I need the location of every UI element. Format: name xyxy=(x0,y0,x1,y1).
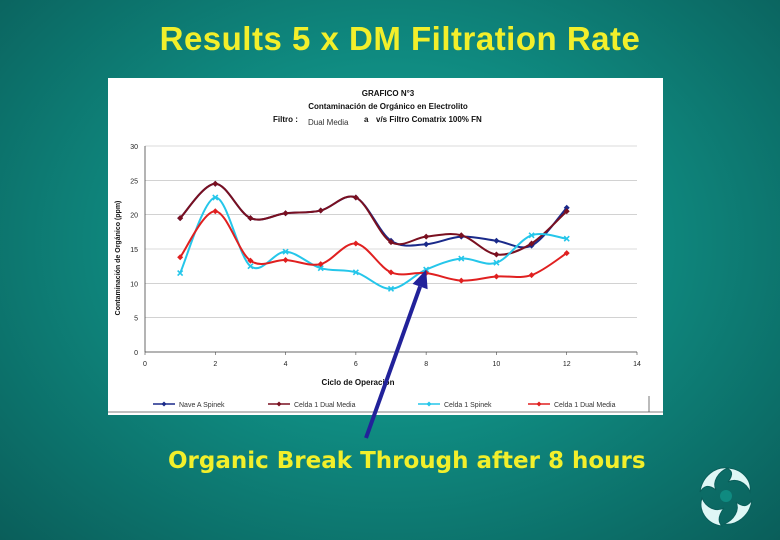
series-1-point-1 xyxy=(212,180,219,187)
y-tick-label-2: 10 xyxy=(130,281,138,288)
chart-title-line-3a: Filtro : xyxy=(273,115,298,124)
series-1-point-0 xyxy=(177,215,184,222)
series-1-point-9 xyxy=(493,251,500,258)
legend-marker-0 xyxy=(161,401,167,407)
legend-marker-1 xyxy=(276,401,282,407)
series-0-point-11 xyxy=(563,204,570,211)
organic-contamination-chart: GRAFICO N°3 Contaminación de Orgánico en… xyxy=(108,89,663,413)
legend-label-2: Celda 1 Spinek xyxy=(444,402,492,409)
x-tick-label-2: 4 xyxy=(284,361,288,368)
series-3-point-8 xyxy=(458,277,465,284)
series-line-3 xyxy=(179,210,568,282)
chart-panel: GRAFICO N°3 Contaminación de Orgánico en… xyxy=(108,78,663,415)
series-3-point-3 xyxy=(282,256,289,263)
series-line-1 xyxy=(179,182,568,256)
series-2-point-0 xyxy=(177,269,184,277)
series-line-0 xyxy=(179,182,568,249)
series-2-point-9 xyxy=(493,259,500,266)
series-3-point-11 xyxy=(563,250,570,257)
series-2-point-5 xyxy=(352,269,359,276)
grid-layer xyxy=(145,145,637,353)
x-tick-label-7: 14 xyxy=(633,361,641,368)
chart-title-line-1: GRAFICO N°3 xyxy=(362,89,415,98)
series-1-point-2 xyxy=(247,215,254,222)
series-3-point-5 xyxy=(352,240,359,247)
series-2-point-4 xyxy=(317,265,324,272)
break-through-caption: Organic Break Through after 8 hours xyxy=(168,448,646,474)
series-1-point-5 xyxy=(352,194,359,201)
legend-label-1: Celda 1 Dual Media xyxy=(294,402,356,409)
series-3-point-0 xyxy=(177,254,184,261)
series-2-point-10 xyxy=(528,232,535,239)
slide-title: Results 5 x DM Filtration Rate xyxy=(159,20,641,57)
y-tick-label-6: 30 xyxy=(130,144,138,151)
series-1-point-10 xyxy=(528,240,535,247)
series-0-point-9 xyxy=(493,237,500,244)
chart-title-line-3d: v/s Filtro Comatrix 100% FN xyxy=(376,115,482,124)
y-tick-label-5: 25 xyxy=(130,178,138,185)
y-tick-label-4: 20 xyxy=(130,213,138,220)
series-2-point-3 xyxy=(282,248,289,255)
series-3-point-6 xyxy=(388,269,394,276)
axis-layer: 0 5 10 15 20 25 30 0 2 4 6 8 10 12 14 xyxy=(130,144,641,368)
series-1-point-8 xyxy=(458,232,465,239)
y-axis-label: Contaminación de Orgánico (ppm) xyxy=(115,201,122,316)
series-1-point-6 xyxy=(388,239,394,246)
x-tick-label-1: 2 xyxy=(213,361,217,368)
series-3-point-1 xyxy=(212,208,219,215)
series-0-point-7 xyxy=(423,241,430,248)
series-layer xyxy=(177,180,570,292)
chart-title-line-3c: a xyxy=(364,115,369,124)
series-2-point-8 xyxy=(458,255,465,262)
series-2-point-11 xyxy=(563,235,570,242)
series-2-point-1 xyxy=(212,194,219,201)
series-1-point-7 xyxy=(423,233,430,240)
x-tick-label-3: 6 xyxy=(354,361,358,368)
legend-label-3: Celda 1 Dual Media xyxy=(554,402,616,409)
series-3-point-4 xyxy=(317,261,324,268)
x-tick-label-6: 12 xyxy=(563,361,571,368)
swirl-logo-icon xyxy=(699,467,753,527)
chart-title-line-2: Contaminación de Orgánico en Electrolito xyxy=(308,102,468,111)
series-1-point-11 xyxy=(563,208,570,215)
y-tick-label-1: 5 xyxy=(134,316,138,323)
series-1-point-3 xyxy=(282,210,289,217)
legend-marker-3 xyxy=(536,401,542,407)
x-tick-label-0: 0 xyxy=(143,361,147,368)
x-tick-label-5: 10 xyxy=(493,361,501,368)
legend-label-0: Nave A Spinek xyxy=(179,402,225,409)
y-tick-label-0: 0 xyxy=(134,350,138,357)
legend: Nave A Spinek Celda 1 Dual Media Celda 1 S… xyxy=(108,396,663,413)
x-axis-label: Ciclo de Operación xyxy=(322,378,395,387)
legend-marker-2 xyxy=(426,401,432,407)
chart-title-line-3b: Dual Media xyxy=(308,118,349,127)
x-tick-label-4: 8 xyxy=(424,361,428,368)
series-1-point-4 xyxy=(317,207,324,214)
y-tick-label-3: 15 xyxy=(130,247,138,254)
series-3-point-10 xyxy=(528,272,535,279)
series-3-point-9 xyxy=(493,273,500,280)
series-2-point-2 xyxy=(247,263,254,270)
series-3-point-2 xyxy=(247,257,254,264)
